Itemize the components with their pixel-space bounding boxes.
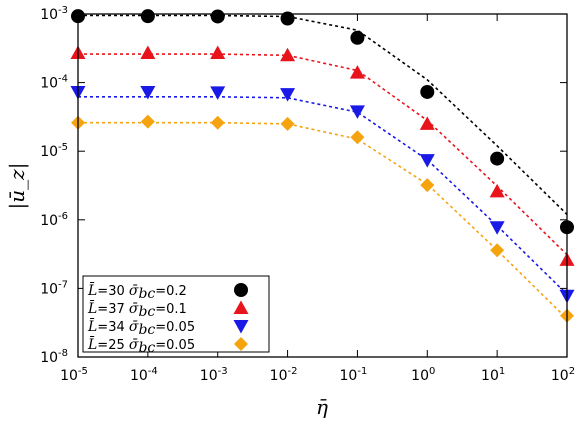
- data-point-series-4: [210, 115, 225, 130]
- legend-label: L̄=37 σ̄bc=0.1: [87, 299, 187, 320]
- x-tick-label: 100: [411, 366, 435, 384]
- x-tick-label: 10-4: [130, 366, 158, 384]
- data-points: [70, 9, 575, 323]
- x-tick-label: 10-5: [60, 366, 88, 384]
- y-tick-label: 10-7: [40, 279, 68, 297]
- x-tick-label: 10-3: [200, 366, 228, 384]
- data-point-series-3: [140, 85, 156, 100]
- x-tick-label: 102: [551, 366, 575, 384]
- x-axis-label: η̄: [316, 395, 328, 419]
- data-point-series-2: [280, 47, 296, 62]
- legend-label: L̄=34 σ̄bc=0.05: [87, 317, 195, 338]
- data-point-series-4: [350, 130, 365, 145]
- y-tick-label: 10-6: [40, 211, 68, 229]
- legend-marker-4: [234, 337, 248, 351]
- fit-line-series-4: [78, 121, 568, 320]
- data-point-series-4: [140, 114, 155, 129]
- data-point-series-3: [349, 105, 365, 119]
- data-point-series-2: [419, 116, 435, 130]
- data-point-series-2: [349, 65, 365, 79]
- plot-frame: [77, 13, 568, 358]
- x-tick-label: 10-2: [270, 366, 298, 384]
- data-point-series-3: [419, 154, 435, 168]
- data-point-series-4: [420, 178, 435, 193]
- legend-marker-3: [233, 320, 249, 334]
- x-tick-label: 10-1: [340, 366, 368, 384]
- data-point-series-2: [489, 183, 505, 198]
- y-tick-label: 10-4: [40, 74, 68, 92]
- y-axis-label: |ū_z|: [5, 163, 30, 210]
- data-point-series-3: [489, 221, 505, 235]
- data-point-series-2: [140, 45, 156, 60]
- fit-line-series-2: [78, 53, 568, 256]
- y-tick-label: 10-5: [40, 142, 68, 160]
- data-point-series-2: [210, 45, 226, 60]
- axis-ticks: 10-5 10-4 10-3 10-2 10-1 100 101 102 10-8 10-7 10-…: [40, 5, 575, 384]
- legend-marker-1: [234, 283, 248, 297]
- data-point-series-3: [280, 88, 296, 102]
- y-tick-label: 10-8: [40, 348, 68, 366]
- fit-lines: [78, 14, 568, 320]
- data-point-series-1: [420, 84, 435, 99]
- y-tick-label: 10-3: [40, 5, 68, 23]
- fit-line-series-1: [78, 14, 568, 215]
- data-point-series-3: [210, 86, 226, 100]
- legend-marker-2: [233, 300, 249, 314]
- data-point-series-1: [350, 30, 365, 45]
- data-point-series-4: [280, 116, 295, 131]
- legend: L̄=30 σ̄bc=0.2L̄=37 σ̄bc=0.1L̄=34 σ̄bc=0…: [82, 275, 270, 356]
- legend-label: L̄=30 σ̄bc=0.2: [87, 281, 187, 302]
- x-tick-label: 101: [481, 366, 505, 384]
- fit-line-series-3: [78, 96, 568, 295]
- data-point-series-1: [490, 151, 505, 166]
- data-point-series-4: [490, 243, 505, 258]
- legend-label: L̄=25 σ̄bc=0.05: [87, 335, 195, 356]
